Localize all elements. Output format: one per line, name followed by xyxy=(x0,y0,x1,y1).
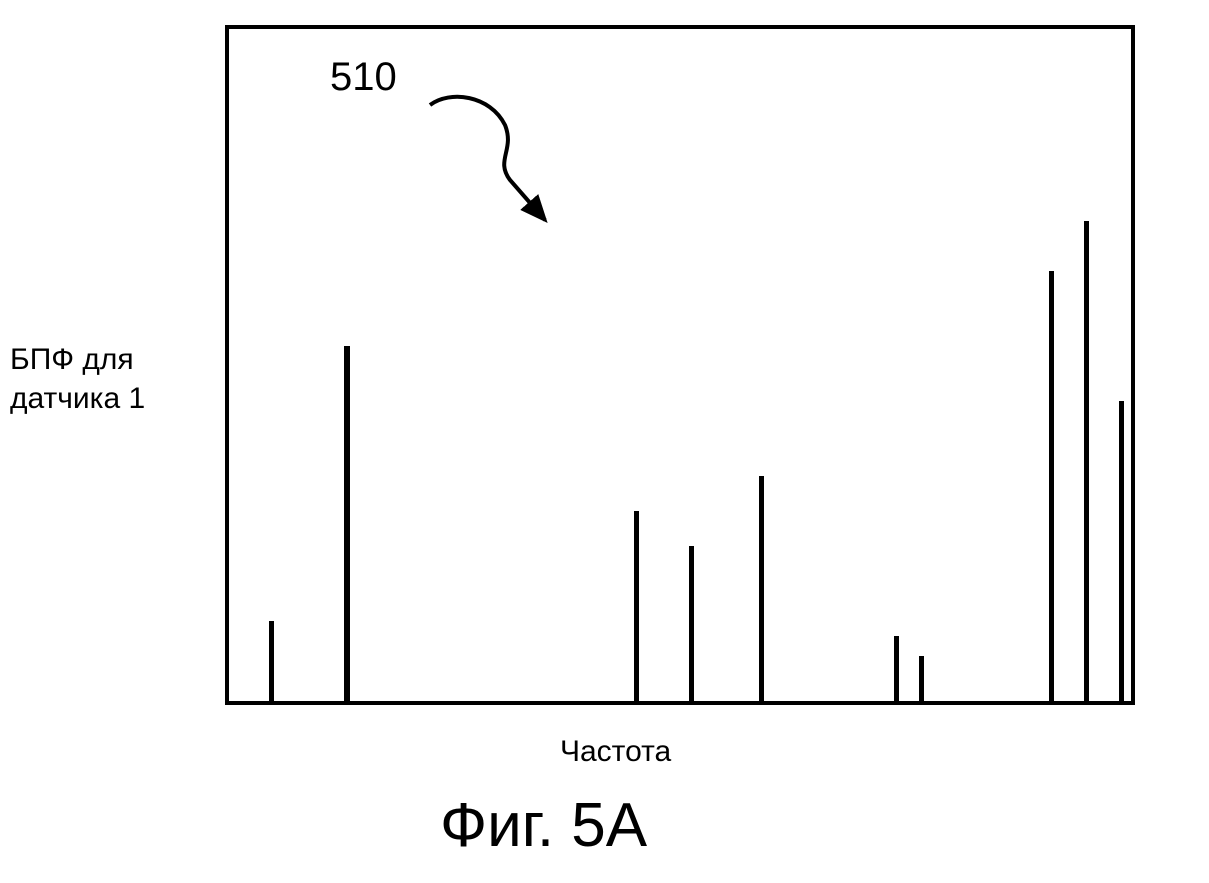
spectrum-bar xyxy=(919,656,924,701)
x-axis-label: Частота xyxy=(560,735,671,769)
figure-caption: Фиг. 5А xyxy=(440,790,647,861)
spectrum-bar xyxy=(634,511,639,701)
spectrum-bar xyxy=(1119,401,1124,701)
chart-plot-area xyxy=(225,25,1135,705)
spectrum-bar xyxy=(759,476,764,701)
spectrum-bar xyxy=(689,546,694,701)
y-axis-label-line1: БПФ для xyxy=(10,343,134,376)
reference-annotation-label: 510 xyxy=(330,55,397,100)
y-axis-label: БПФ для датчика 1 xyxy=(10,340,145,418)
spectrum-bar xyxy=(269,621,274,701)
spectrum-bar xyxy=(1084,221,1089,701)
spectrum-bar xyxy=(894,636,899,701)
y-axis-label-line2: датчика 1 xyxy=(10,382,145,415)
figure-container: БПФ для датчика 1 510 Частота Фиг. 5А xyxy=(0,0,1209,883)
spectrum-bar xyxy=(1049,271,1054,701)
spectrum-bar xyxy=(344,346,350,701)
